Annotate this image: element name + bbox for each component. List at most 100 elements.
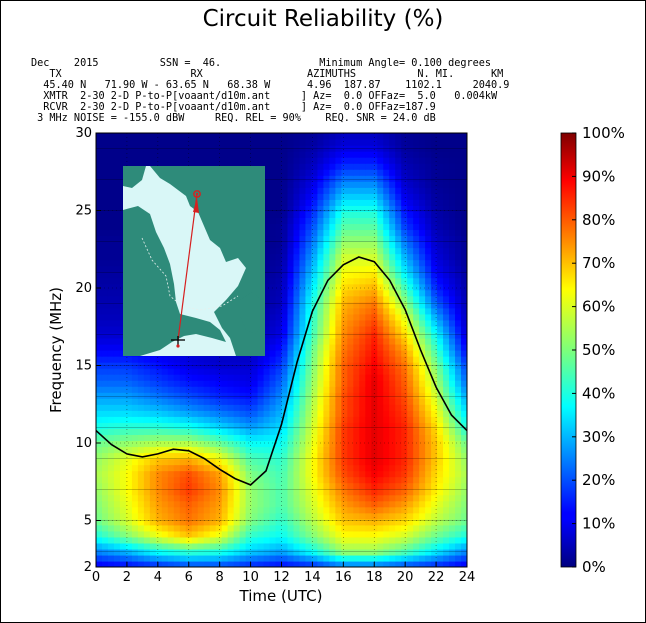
heat-cell [96,500,103,508]
heat-cell [353,542,360,550]
heat-cell [419,217,426,225]
heat-cell [413,506,420,514]
heat-cell [401,542,408,550]
heat-cell [107,283,115,291]
heat-cell [317,343,324,351]
heat-cell [443,560,450,567]
heat-cell [455,283,462,291]
heat-cell [305,157,313,164]
heat-cell [185,404,193,411]
heat-cell [341,145,348,152]
heat-cell [365,319,372,327]
heat-cell [443,482,450,490]
heat-cell [461,446,467,454]
heat-cell [311,193,318,200]
heat-cell [341,337,348,345]
heat-cell [131,133,139,140]
heat-cell [185,151,193,158]
heat-cell [137,398,145,405]
heat-cell [191,506,199,514]
heat-cell [305,325,313,333]
heat-cell [179,518,187,526]
heat-cell [287,181,295,188]
heat-cell [281,295,289,303]
heat-cell [203,518,211,526]
heat-cell [461,193,467,200]
heat-cell [461,289,467,297]
heat-cell [317,542,324,550]
heat-cell [413,518,420,526]
heat-cell [407,350,414,357]
heat-cell [143,404,151,411]
inset-map [123,166,265,356]
heat-cell [353,548,360,556]
heat-cell [209,464,217,472]
heat-cell [311,380,318,387]
heat-cell [455,464,462,472]
heat-cell [221,482,229,490]
heat-cell [197,500,205,508]
heat-cell [461,416,467,423]
heat-cell [419,205,426,212]
heat-cell [437,283,444,291]
heat-cell [389,307,396,315]
heat-cell [359,380,366,387]
heat-cell [96,133,103,140]
heat-cell [317,404,324,411]
heat-cell [263,151,271,158]
heat-cell [305,560,313,567]
heat-cell [119,500,127,508]
heat-cell [113,163,121,170]
heat-cell [431,350,438,357]
heat-cell [419,380,426,387]
heat-cell [137,524,145,532]
heat-cell [149,356,157,363]
heat-cell [293,163,301,170]
heat-cell [299,265,307,273]
heat-cell [323,524,330,532]
heat-cell [143,554,151,562]
heat-cell [96,193,103,200]
heat-cell [443,337,450,345]
heat-cell [227,500,235,508]
heat-cell [305,133,313,140]
heat-cell [353,470,360,478]
heat-cell [107,157,115,164]
heat-cell [275,187,283,194]
heat-cell [173,458,181,466]
heat-cell [425,337,432,345]
heat-cell [203,446,211,454]
heat-cell [449,145,456,152]
heat-cell [449,392,456,399]
heat-cell [173,500,181,508]
heat-cell [275,512,283,520]
map-rx-marker [193,190,201,198]
heat-cell [275,229,283,237]
heat-cell [335,223,342,231]
heat-cell [413,482,420,490]
heat-cell [317,223,324,231]
heat-cell [203,157,211,164]
heat-cell [413,241,420,249]
heat-cell [311,169,318,176]
heat-cell [167,494,175,502]
heat-cell [383,229,390,237]
heat-cell [131,458,139,466]
heat-cell [413,283,420,291]
heat-cell [221,476,229,484]
heat-cell [293,253,301,261]
heat-cell [125,157,133,164]
heat-cell [155,374,163,381]
heat-cell [401,151,408,158]
heat-cell [413,277,420,285]
heat-cell [107,458,115,466]
heat-cell [341,301,348,309]
heat-cell [119,506,127,514]
heat-cell [239,458,247,466]
heat-cell [341,452,348,460]
heat-cell [365,464,372,472]
heat-cell [131,548,139,556]
heat-cell [263,241,271,249]
